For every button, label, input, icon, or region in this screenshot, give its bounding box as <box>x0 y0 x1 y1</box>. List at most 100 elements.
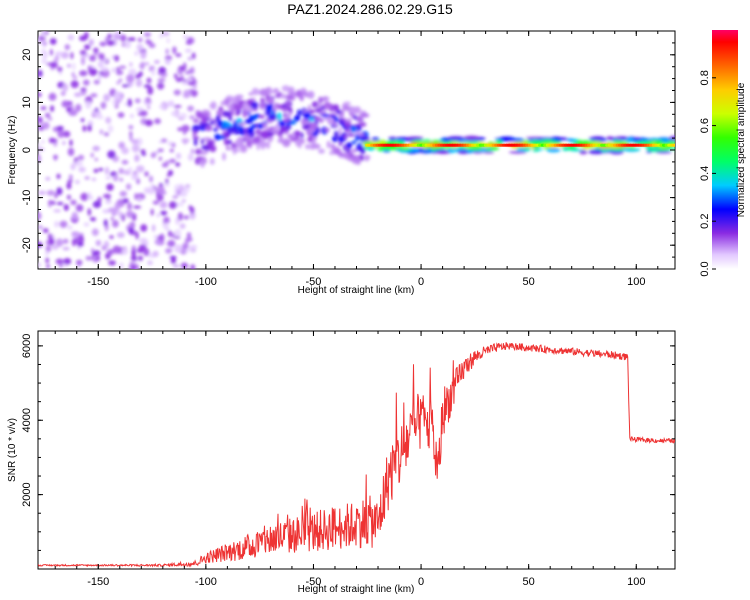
spectrogram-cell <box>304 143 312 150</box>
spectrogram-cell <box>88 39 94 46</box>
spectrogram-marks <box>38 31 675 269</box>
spectrogram-cell <box>165 178 169 184</box>
spectrogram-cell <box>482 151 495 154</box>
spectrogram-cell <box>350 149 358 153</box>
spectrogram-cell <box>68 111 77 116</box>
spectrogram-cell <box>47 116 53 121</box>
spectrogram-cell <box>137 37 143 43</box>
spectrogram-cell <box>171 142 176 148</box>
spectrogram-cell <box>296 109 301 118</box>
spectrogram-cell <box>342 103 347 109</box>
spectrogram-cell <box>179 223 186 229</box>
spectrogram-cell <box>148 43 156 49</box>
y-tick-label: -10 <box>21 190 33 206</box>
spectrogram-cell <box>330 143 336 150</box>
spectrogram-cell <box>114 55 120 62</box>
spectrogram-cell <box>544 139 551 145</box>
spectrogram-cell <box>103 219 108 227</box>
spectrogram-cell <box>104 166 110 175</box>
spectrogram-cell <box>185 41 192 45</box>
spectrogram-cell <box>41 58 47 64</box>
spectrogram-cell <box>139 62 145 70</box>
spectrogram-cell <box>98 167 104 172</box>
spectrogram-cell <box>351 140 356 145</box>
spectrogram-cell <box>231 96 236 105</box>
spectrogram-cell <box>49 49 54 56</box>
spectrogram-cell <box>239 144 248 153</box>
spectrogram-cell <box>216 110 221 115</box>
spectrogram-cell <box>152 250 159 258</box>
spectrogram-cell <box>95 239 102 247</box>
spectrogram-cell <box>103 93 111 102</box>
colorbar: 0.0 0.2 0.4 0.6 0.8 Normalized spectral ampl… <box>699 30 747 277</box>
spectrogram-cell <box>38 155 42 163</box>
spectrogram-cell <box>38 92 42 97</box>
spectrogram-cell <box>53 141 58 147</box>
spectrogram-cell <box>96 115 104 120</box>
spectrogram-cell <box>74 160 84 167</box>
spectrogram-cell <box>167 239 176 248</box>
spectrogram-cell <box>323 101 331 110</box>
spectrogram-cell <box>67 179 73 183</box>
spectrogram-cell <box>172 195 179 199</box>
spectrogram-cell <box>87 124 92 132</box>
spectrogram-cell <box>237 122 246 127</box>
spectrogram-core <box>672 143 675 147</box>
spectrogram-cell <box>72 76 78 79</box>
spectrogram-cell <box>116 81 121 85</box>
spectrogram-cell <box>258 123 264 130</box>
spectrogram-cell <box>220 121 229 128</box>
spectrogram-cell <box>97 60 104 69</box>
spectrogram-cell <box>57 129 65 138</box>
spectrogram-cell <box>200 138 205 145</box>
spectrogram-cell <box>101 53 105 61</box>
spectrogram-cell <box>134 51 138 56</box>
spectrogram-cell <box>66 182 72 190</box>
spectrogram-cell <box>136 137 143 146</box>
spectrogram-cell <box>300 132 304 139</box>
colorbar-ticks: 0.0 0.2 0.4 0.6 0.8 <box>699 70 716 277</box>
spectrogram-cell <box>70 51 74 60</box>
spectrogram-cell <box>143 248 150 257</box>
x-tick-label: 0 <box>418 276 424 288</box>
spectrogram-cell <box>285 112 291 119</box>
spectrogram-cell <box>177 127 183 132</box>
spectrogram-cell <box>277 138 282 143</box>
x-tick-label: -150 <box>87 576 109 588</box>
spectrogram-cell <box>82 125 87 132</box>
spectrogram-cell <box>168 201 177 209</box>
spectrogram-cell <box>62 141 66 145</box>
spectrogram-cell <box>41 139 45 144</box>
spectrogram-cell <box>184 249 189 253</box>
spectrogram-cell <box>232 121 238 130</box>
spectrogram-cell <box>181 199 186 203</box>
spectrogram-cell <box>169 158 176 164</box>
spectrogram-cell <box>158 66 167 74</box>
spectrogram-cell <box>216 119 223 127</box>
top-x-axis-label: Height of straight line (km) <box>298 285 415 296</box>
spectrogram-cell <box>184 70 190 75</box>
spectrogram-cell <box>68 174 73 181</box>
spectrogram-cell <box>260 137 265 145</box>
spectrogram-cell <box>106 183 114 191</box>
spectrogram-cell <box>85 255 92 261</box>
spectrogram-cell <box>159 104 165 109</box>
spectrogram-cell <box>136 43 144 51</box>
spectrogram-cell <box>244 134 250 140</box>
spectrogram-cell <box>259 88 268 97</box>
bottom-y-axis-label: SNR (10 * v/v) <box>7 418 18 482</box>
spectrogram-cell <box>154 118 161 125</box>
spectrogram-cell <box>260 142 265 150</box>
spectrogram-cell <box>116 232 125 238</box>
spectrogram-cell <box>343 134 348 140</box>
spectrogram-cell <box>44 112 51 118</box>
spectrogram-cell <box>192 124 201 131</box>
spectrogram-cell <box>398 148 413 152</box>
spectrogram-cell <box>600 148 608 153</box>
spectrogram-cell <box>266 106 273 112</box>
colorbar-tick-label: 0.2 <box>699 214 711 229</box>
spectrogram-cell <box>100 66 109 72</box>
spectrogram-cell <box>126 202 133 211</box>
spectrogram-cell <box>165 248 172 254</box>
